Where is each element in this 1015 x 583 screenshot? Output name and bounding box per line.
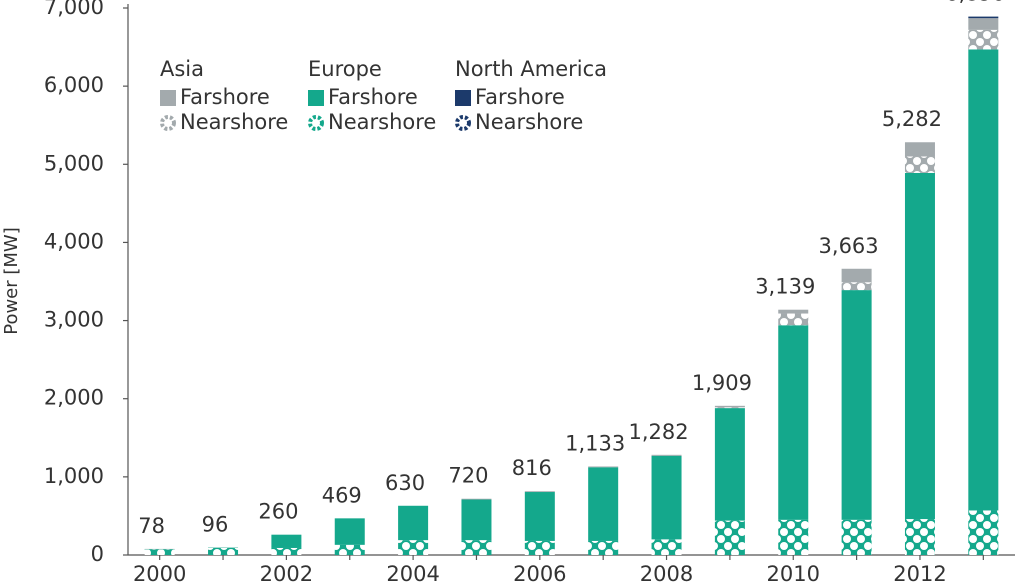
bar-segment [841, 268, 872, 283]
legend-swatch [455, 115, 471, 131]
legend-label: Farshore [475, 85, 565, 109]
total-label: 816 [512, 456, 552, 480]
bar-segment [588, 467, 619, 541]
total-label: 6,890 [945, 0, 1005, 6]
total-label: 3,663 [819, 234, 879, 258]
bar-segment [208, 547, 239, 555]
bar-segment [144, 549, 175, 555]
legend-label: Nearshore [328, 110, 436, 134]
bar-segment [968, 510, 999, 555]
y-tick-label: 0 [91, 542, 104, 566]
bar-segment [904, 519, 935, 555]
bar-segment [968, 16, 999, 19]
total-label: 469 [322, 483, 362, 507]
bar-segment [524, 491, 555, 493]
bar-segment [841, 282, 872, 291]
total-label: 1,909 [692, 371, 752, 395]
total-label: 630 [385, 471, 425, 495]
x-tick-label: 2000 [133, 562, 186, 583]
legend-swatch [455, 90, 471, 106]
y-tick-label: 2,000 [44, 386, 104, 410]
total-label: 260 [258, 500, 298, 524]
bar-segment [461, 499, 492, 541]
y-tick-label: 7,000 [44, 0, 104, 19]
bar-segment [524, 492, 555, 541]
bar-segment [398, 540, 429, 555]
bar-segment [714, 520, 745, 555]
bar-segment [398, 505, 429, 541]
y-tick-label: 4,000 [44, 229, 104, 253]
bar-segment [778, 519, 809, 555]
x-tick-label: 2012 [893, 562, 946, 583]
total-label: 96 [202, 512, 229, 536]
bar-segment [588, 540, 619, 555]
bar-segment [968, 49, 999, 511]
bar-segment [651, 539, 682, 555]
legend-group: Asia [160, 57, 204, 81]
legend-swatch [160, 90, 176, 106]
legend-group: North America [455, 57, 607, 81]
bar-segment [841, 290, 872, 520]
bar-segment [271, 534, 302, 548]
total-label: 720 [448, 464, 488, 488]
x-tick-label: 2004 [386, 562, 439, 583]
bar-segment [714, 407, 745, 409]
bar-segment [334, 518, 365, 545]
bar-segment [334, 544, 365, 555]
bar-segment [651, 455, 682, 540]
bar-segment [778, 309, 809, 314]
bar-segment [714, 405, 745, 408]
bar-segment [271, 547, 302, 555]
x-tick-label: 2002 [260, 562, 313, 583]
bar-segment [461, 498, 492, 500]
bar-segment [778, 325, 809, 520]
legend-label: Nearshore [475, 110, 583, 134]
legend-swatch [308, 115, 324, 131]
total-label: 78 [138, 514, 165, 538]
bar-segment [904, 172, 935, 520]
bar-segment [461, 540, 492, 555]
legend-label: Farshore [328, 85, 418, 109]
bar-segment [968, 18, 999, 30]
bar-segment [904, 156, 935, 173]
legend-label: Nearshore [180, 110, 288, 134]
y-tick-label: 3,000 [44, 308, 104, 332]
bar-segment [778, 313, 809, 326]
bar-segment [841, 519, 872, 555]
bar-segment [588, 466, 619, 468]
total-label: 1,133 [565, 431, 625, 455]
bar-segment [714, 408, 745, 521]
x-tick-label: 2008 [640, 562, 693, 583]
legend-group: Europe [308, 57, 382, 81]
total-label: 1,282 [628, 420, 688, 444]
bar-segment [524, 540, 555, 555]
bar-segment [904, 142, 935, 157]
y-tick-label: 5,000 [44, 151, 104, 175]
legend-swatch [160, 115, 176, 131]
x-tick-label: 2006 [513, 562, 566, 583]
bar-segment [968, 29, 999, 50]
legend-label: Farshore [180, 85, 270, 109]
bar-segment [651, 454, 682, 456]
total-label: 5,282 [882, 107, 942, 131]
y-tick-label: 1,000 [44, 464, 104, 488]
y-axis-label: Power [MW] [1, 227, 22, 335]
x-tick-label: 2010 [767, 562, 820, 583]
legend-swatch [308, 90, 324, 106]
total-label: 3,139 [755, 275, 815, 299]
y-tick-label: 6,000 [44, 73, 104, 97]
